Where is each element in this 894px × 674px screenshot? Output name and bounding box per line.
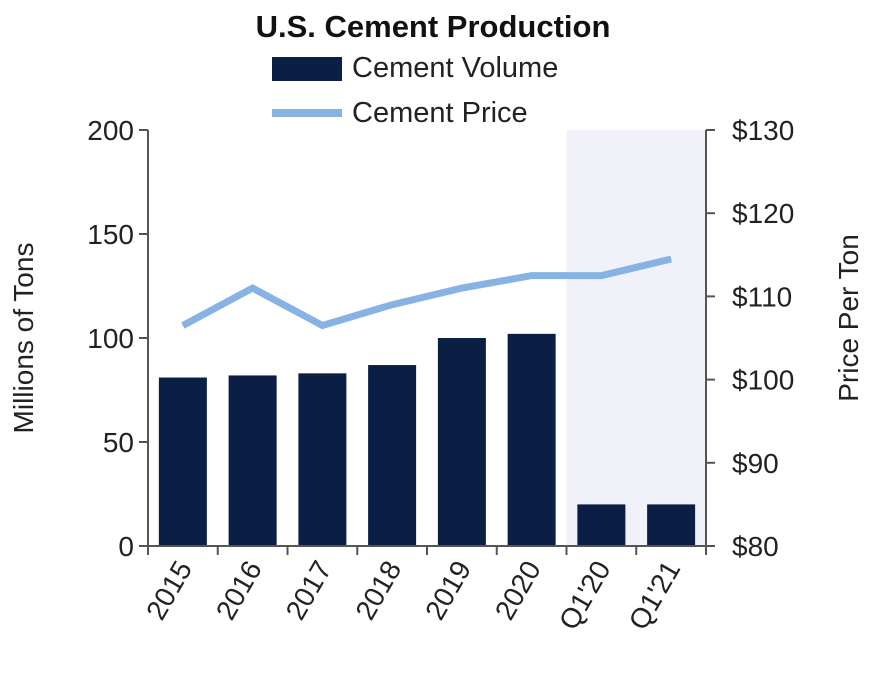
right-tick-label: $80: [732, 531, 779, 562]
right-axis-title: Price Per Ton: [833, 234, 864, 402]
legend: Cement Volume Cement Price: [272, 52, 558, 129]
right-tick-label: $90: [732, 448, 779, 479]
bar-q121: [647, 504, 696, 546]
x-tick-label: 2017: [280, 556, 338, 625]
price-point-2020: [531, 275, 533, 277]
bar-2019: [437, 338, 486, 546]
right-tick-label: $100: [732, 365, 794, 396]
left-tick-label: 100: [87, 323, 134, 354]
price-point-2019: [461, 287, 463, 289]
x-tick-label: 2016: [210, 556, 268, 625]
price-point-2016: [252, 287, 254, 289]
legend-swatch-cement-volume: [272, 57, 342, 81]
bar-q120: [577, 504, 626, 546]
x-tick-label: 2015: [140, 556, 198, 625]
price-point-q121: [670, 258, 672, 260]
x-tick-label: Q1'21: [623, 556, 687, 635]
x-tick-label: 2018: [349, 556, 407, 625]
left-tick-label: 50: [103, 427, 134, 458]
left-tick-label: 0: [118, 531, 134, 562]
legend-label-cement-volume: Cement Volume: [352, 52, 558, 84]
bar-2020: [507, 333, 556, 546]
bar-2015: [158, 377, 207, 546]
right-tick-label: $130: [732, 115, 794, 146]
price-point-2015: [182, 325, 184, 327]
left-tick-label: 150: [87, 219, 134, 250]
x-tick-label: 2020: [489, 556, 547, 625]
bar-2017: [298, 373, 347, 546]
x-tick-label: 2019: [419, 556, 477, 625]
bar-2018: [368, 365, 417, 546]
bar-2016: [228, 375, 277, 546]
price-point-2017: [321, 325, 323, 327]
highlight-band: [566, 130, 706, 546]
chart-title: U.S. Cement Production: [256, 9, 611, 44]
right-tick-label: $110: [732, 281, 792, 312]
x-tick-label: Q1'20: [553, 556, 617, 635]
left-tick-label: 200: [87, 115, 134, 146]
price-line: [181, 255, 672, 330]
price-point-q120: [600, 275, 602, 277]
right-tick-label: $120: [732, 198, 794, 229]
left-axis-title: Millions of Tons: [8, 243, 39, 434]
legend-label-cement-price: Cement Price: [352, 97, 528, 129]
price-point-2018: [391, 304, 393, 306]
